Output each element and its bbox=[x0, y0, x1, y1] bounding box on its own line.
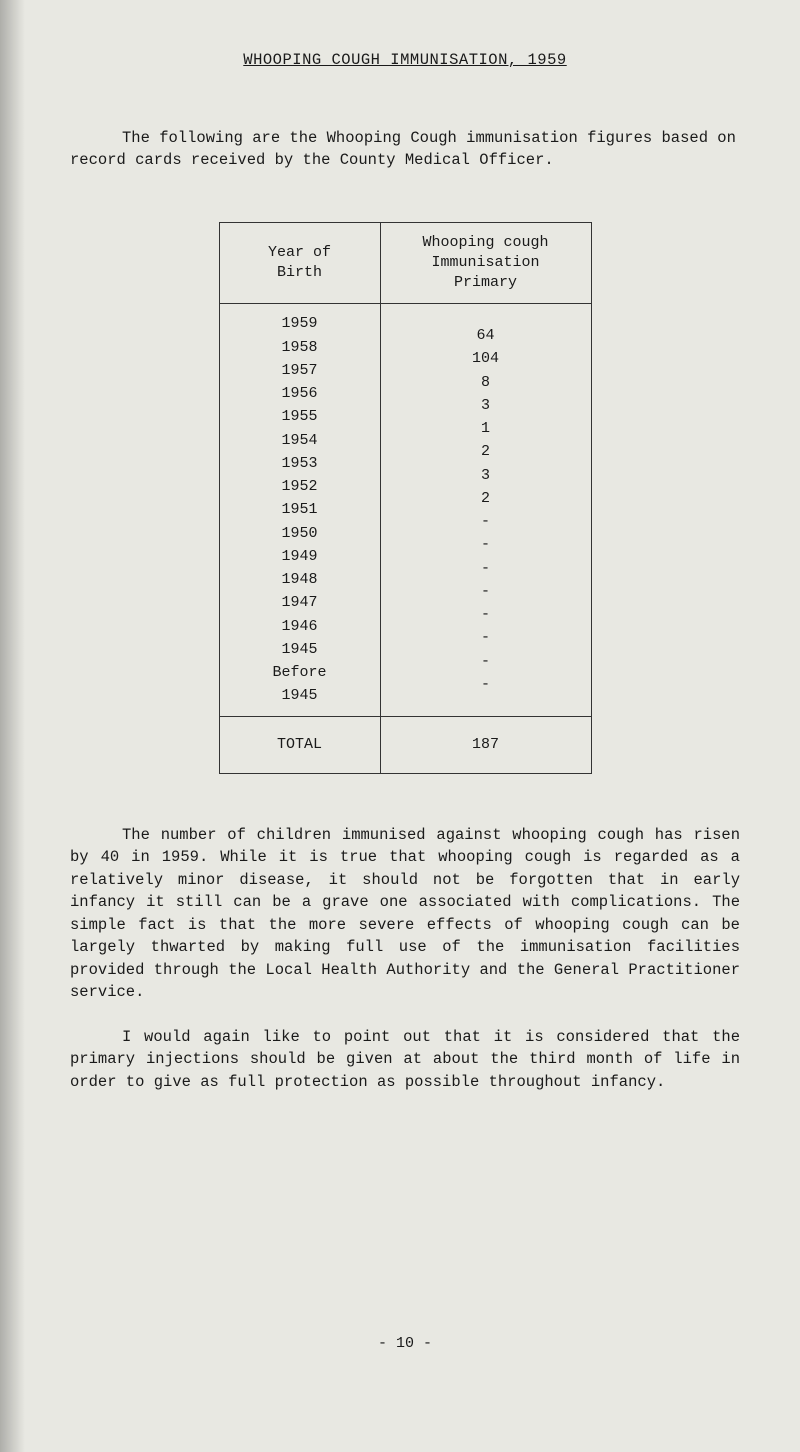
page-shadow bbox=[0, 0, 25, 1452]
year-cell: 1959195819571956195519541953195219511950… bbox=[219, 304, 380, 716]
year-value: 1947 bbox=[240, 591, 360, 614]
year-value: 1958 bbox=[240, 336, 360, 359]
count-value: 64 bbox=[401, 324, 571, 347]
count-cell: 64104831232-------- bbox=[380, 304, 591, 716]
table-wrapper: Year of Birth Whooping cough Immunisatio… bbox=[70, 222, 740, 774]
immunisation-table: Year of Birth Whooping cough Immunisatio… bbox=[219, 222, 592, 774]
year-value: 1957 bbox=[240, 359, 360, 382]
total-value: 187 bbox=[380, 716, 591, 773]
year-value: Before bbox=[240, 661, 360, 684]
header-year: Year of Birth bbox=[219, 222, 380, 304]
year-value: 1956 bbox=[240, 382, 360, 405]
year-value: 1950 bbox=[240, 522, 360, 545]
count-value: - bbox=[401, 650, 571, 673]
year-value: 1948 bbox=[240, 568, 360, 591]
year-value: 1959 bbox=[240, 312, 360, 335]
page-title: WHOOPING COUGH IMMUNISATION, 1959 bbox=[70, 50, 740, 72]
year-value: 1945 bbox=[240, 638, 360, 661]
body-paragraph-1: The number of children immunised against… bbox=[70, 824, 740, 1004]
count-value: 8 bbox=[401, 371, 571, 394]
year-value: 1949 bbox=[240, 545, 360, 568]
year-value: 1953 bbox=[240, 452, 360, 475]
count-value: - bbox=[401, 533, 571, 556]
count-value: - bbox=[401, 673, 571, 696]
table-data-row: 1959195819571956195519541953195219511950… bbox=[219, 304, 591, 716]
count-value: 104 bbox=[401, 347, 571, 370]
year-value: 1946 bbox=[240, 615, 360, 638]
count-value: 1 bbox=[401, 417, 571, 440]
year-value: 1951 bbox=[240, 498, 360, 521]
total-label: TOTAL bbox=[219, 716, 380, 773]
header-count: Whooping cough Immunisation Primary bbox=[380, 222, 591, 304]
year-value: 1954 bbox=[240, 429, 360, 452]
count-value: - bbox=[401, 557, 571, 580]
year-value: 1952 bbox=[240, 475, 360, 498]
count-value: - bbox=[401, 510, 571, 533]
year-value: 1945 bbox=[240, 684, 360, 707]
table-header-row: Year of Birth Whooping cough Immunisatio… bbox=[219, 222, 591, 304]
count-value: 3 bbox=[401, 464, 571, 487]
count-value: - bbox=[401, 626, 571, 649]
count-value: 2 bbox=[401, 487, 571, 510]
count-value: - bbox=[401, 580, 571, 603]
intro-paragraph: The following are the Whooping Cough imm… bbox=[70, 127, 740, 172]
body-paragraph-2: I would again like to point out that it … bbox=[70, 1026, 740, 1093]
count-value: - bbox=[401, 603, 571, 626]
count-value: 2 bbox=[401, 440, 571, 463]
document-page: WHOOPING COUGH IMMUNISATION, 1959 The fo… bbox=[0, 0, 800, 1394]
page-number: - 10 - bbox=[70, 1333, 740, 1354]
count-value: 3 bbox=[401, 394, 571, 417]
table-total-row: TOTAL 187 bbox=[219, 716, 591, 773]
year-value: 1955 bbox=[240, 405, 360, 428]
